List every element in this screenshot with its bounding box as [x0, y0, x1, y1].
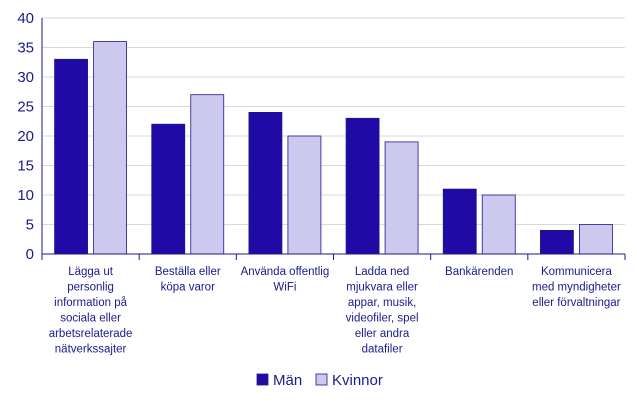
x-tick-label-line: personlig	[67, 282, 114, 294]
x-tick-label-line: Beställa eller	[155, 266, 221, 278]
x-tick-label-line: arbetsrelaterade	[49, 328, 133, 340]
bar-man	[54, 58, 88, 255]
bar-kvinnor	[384, 141, 419, 255]
bar-man	[248, 112, 283, 255]
bar-kvinnor	[481, 194, 516, 255]
x-tick-label-line: Lägga ut	[68, 266, 114, 278]
x-tick-label-line: eller förvaltningar	[532, 297, 620, 309]
bar-kvinnor	[287, 135, 322, 255]
x-tick-label: Ladda ned mjukvara eller appar, musik, vide…	[346, 266, 419, 356]
bar-man	[151, 123, 186, 255]
bar-kvinnor	[190, 94, 225, 255]
x-tick-label-line: nätverkssajter	[55, 344, 127, 356]
x-tick-label-line: information på	[54, 297, 127, 309]
bars	[54, 41, 613, 255]
bar-kvinnor	[93, 41, 127, 255]
legend-swatch	[315, 373, 328, 386]
x-tick-label-line: sociala eller	[60, 313, 121, 325]
x-tick-label-line: Bankärenden	[445, 266, 513, 278]
bar-man	[540, 229, 574, 255]
x-tick-label-line: Kommunicera	[541, 266, 613, 278]
bar-man	[442, 188, 477, 255]
x-tick-label-line: WiFi	[273, 282, 296, 294]
y-tick-label: 10	[17, 187, 34, 204]
x-tick-label-line: med myndigheter	[532, 282, 621, 294]
x-tick-label-line: datafiler	[362, 344, 403, 356]
bar-man	[345, 117, 380, 255]
axes	[41, 18, 626, 260]
y-tick-label: 35	[17, 40, 34, 57]
y-tick-label: 0	[26, 246, 34, 263]
x-tick-label: Bankärenden	[445, 266, 513, 278]
y-tick-label: 25	[17, 99, 34, 116]
x-tick-label-line: Ladda ned	[355, 266, 409, 278]
legend: Män Kvinnor	[256, 372, 383, 389]
x-tick-label: Beställa eller köpa varor	[155, 266, 221, 294]
x-tick-label-line: appar, musik,	[348, 297, 416, 309]
x-tick-label: Lägga ut personlig information på sociala e…	[49, 266, 133, 356]
y-tick-label: 40	[17, 10, 34, 27]
x-tick-label-line: köpa varor	[161, 282, 216, 294]
legend-label: Kvinnor	[332, 372, 383, 389]
gridlines	[42, 17, 625, 225]
y-axis-ticks: 0 5 10 15 20 25 30 35 40	[17, 10, 34, 263]
legend-label: Män	[273, 372, 302, 389]
y-tick-label: 5	[26, 217, 34, 234]
x-tick-label-line: mjukvara eller	[346, 282, 418, 294]
x-tick-label-line: Använda offentlig	[241, 266, 330, 278]
x-tick-label-line: eller andra	[355, 328, 410, 340]
x-tick-label-line: videofiler, spel	[346, 313, 419, 325]
x-tick-label: Kommunicera med myndigheter eller förvaltn…	[532, 266, 621, 309]
x-tick-label: Använda offentlig WiFi	[241, 266, 330, 294]
legend-swatch	[256, 373, 269, 386]
bar-kvinnor	[579, 224, 613, 255]
y-tick-label: 20	[17, 128, 34, 145]
x-axis-ticks: Lägga ut personlig information på sociala e…	[49, 266, 621, 356]
y-tick-label: 30	[17, 69, 34, 86]
y-tick-label: 15	[17, 158, 34, 175]
